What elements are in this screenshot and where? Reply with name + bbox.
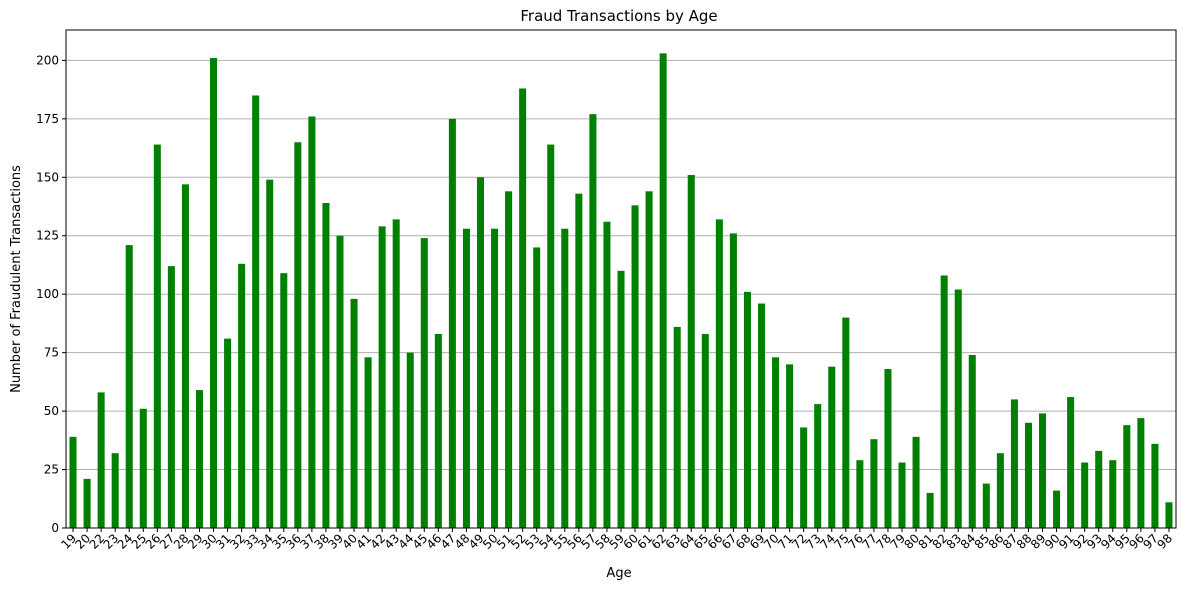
- bar-age-89: [1039, 413, 1047, 528]
- bar-age-95: [1123, 425, 1131, 528]
- bar-age-68: [743, 291, 751, 528]
- bar-age-22: [97, 392, 105, 528]
- bar-age-61: [645, 191, 653, 528]
- bar-age-26: [153, 144, 161, 528]
- bar-age-25: [139, 408, 147, 528]
- bar-age-42: [378, 226, 386, 529]
- bar-age-77: [870, 439, 878, 528]
- bar-age-94: [1109, 460, 1117, 528]
- bar-age-27: [167, 266, 175, 528]
- bar-age-97: [1151, 443, 1159, 528]
- bar-age-75: [842, 317, 850, 528]
- bar-age-76: [856, 460, 864, 528]
- bar-age-35: [280, 273, 288, 528]
- bar-age-47: [448, 118, 456, 529]
- bar-age-66: [715, 219, 723, 528]
- bar-age-88: [1024, 422, 1032, 528]
- y-axis-label: Number of Fraudulent Transactions: [9, 165, 24, 393]
- bar-age-80: [912, 436, 920, 528]
- bar-age-71: [786, 364, 794, 528]
- y-tick-label: 125: [36, 229, 59, 243]
- bar-age-34: [266, 179, 274, 529]
- bar-age-29: [195, 390, 203, 528]
- bar-age-36: [294, 142, 302, 529]
- bar-age-38: [322, 203, 330, 528]
- bar-age-69: [757, 303, 766, 528]
- bar-age-24: [125, 245, 133, 529]
- bar-age-65: [701, 333, 709, 528]
- bar-age-56: [575, 193, 583, 528]
- bar-age-78: [884, 369, 892, 528]
- y-tick-label: 25: [44, 463, 59, 477]
- x-axis-ticks: 1920222324252627282930313233343536373839…: [58, 528, 1175, 552]
- bar-age-90: [1053, 490, 1061, 528]
- y-tick-label: 0: [51, 521, 59, 535]
- bar-age-54: [547, 144, 555, 528]
- bar-age-92: [1081, 462, 1089, 528]
- bar-age-48: [462, 228, 470, 528]
- bar-age-28: [181, 184, 189, 528]
- x-tick-label: 98: [1154, 531, 1175, 552]
- bar-age-53: [533, 247, 541, 528]
- bar-age-44: [406, 352, 414, 528]
- bar-age-74: [828, 366, 836, 528]
- y-tick-label: 150: [36, 170, 59, 184]
- bar-age-96: [1137, 418, 1145, 528]
- bar-age-45: [420, 238, 428, 528]
- bar-age-46: [434, 333, 442, 528]
- bar-age-39: [336, 235, 344, 529]
- bar-age-59: [617, 270, 625, 528]
- bar-age-19: [69, 436, 77, 528]
- bar-age-62: [659, 53, 667, 529]
- y-tick-label: 75: [44, 346, 59, 360]
- bar-age-20: [83, 478, 91, 528]
- bar-age-60: [631, 205, 639, 528]
- bar-age-91: [1067, 397, 1075, 528]
- bar-age-23: [111, 453, 119, 528]
- bar-age-87: [1010, 399, 1018, 528]
- bar-age-33: [252, 95, 260, 529]
- bar-age-57: [589, 114, 597, 529]
- x-axis-label: Age: [606, 566, 631, 581]
- bar-age-32: [238, 263, 246, 528]
- y-tick-label: 175: [36, 112, 59, 126]
- bar-age-98: [1165, 502, 1173, 528]
- bar-age-31: [224, 338, 232, 528]
- bar-age-86: [996, 453, 1004, 528]
- bar-age-55: [561, 228, 569, 528]
- chart-title: Fraud Transactions by Age: [520, 7, 717, 25]
- bar-age-64: [687, 174, 695, 528]
- bar-age-30: [210, 58, 218, 529]
- y-axis-ticks: 0 25 50 75 100 125 150 175 200: [36, 53, 66, 535]
- bar-age-49: [476, 177, 485, 528]
- bar-age-82: [940, 275, 948, 528]
- y-tick-label: 100: [36, 287, 59, 301]
- bar-age-40: [350, 298, 358, 528]
- bar-age-37: [308, 116, 316, 528]
- bar-age-81: [926, 492, 934, 528]
- bar-age-67: [729, 233, 737, 528]
- bar-age-58: [603, 221, 611, 528]
- y-tick-label: 200: [36, 53, 59, 67]
- bar-age-52: [519, 88, 527, 528]
- bar-age-43: [392, 219, 400, 528]
- bar-age-72: [800, 427, 808, 528]
- bar-age-83: [954, 289, 962, 528]
- bars: [69, 53, 1173, 529]
- bar-age-50: [491, 228, 499, 528]
- bar-age-84: [968, 354, 976, 528]
- bar-age-73: [814, 404, 822, 528]
- bar-age-41: [364, 357, 372, 528]
- y-tick-label: 50: [44, 404, 59, 418]
- bar-age-85: [982, 483, 990, 528]
- bar-age-63: [673, 326, 681, 528]
- bar-age-70: [772, 357, 780, 528]
- bar-age-79: [898, 462, 906, 528]
- bar-age-51: [505, 191, 513, 528]
- plot-frame: [65, 29, 1177, 529]
- bar-age-93: [1095, 450, 1103, 528]
